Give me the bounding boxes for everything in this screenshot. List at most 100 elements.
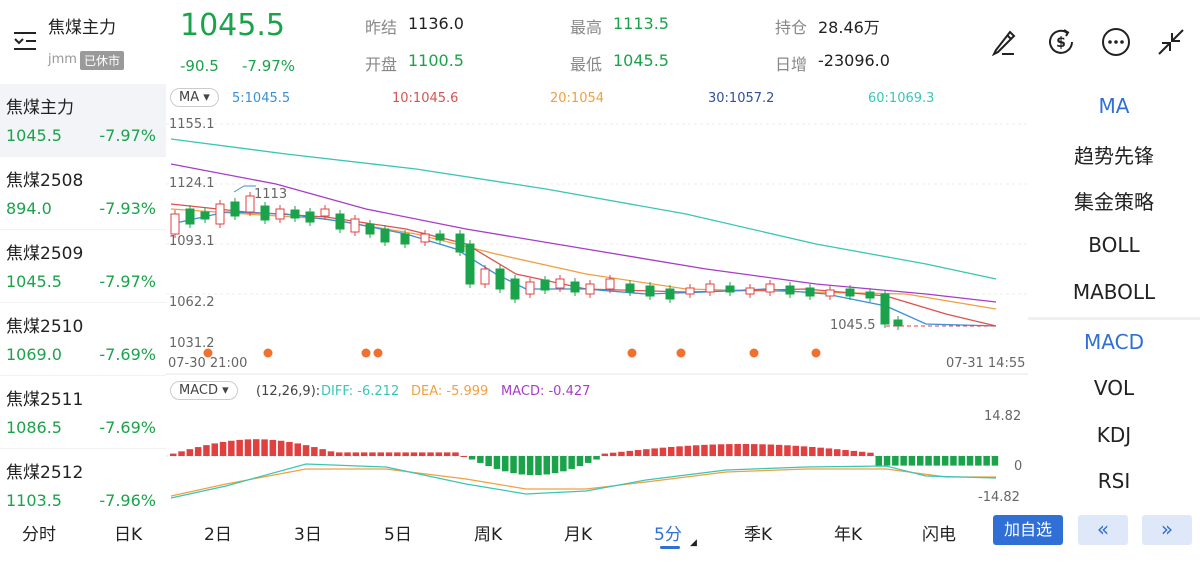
indicator-maboll[interactable]: MABOLL [1072, 280, 1156, 304]
collapse-icon[interactable] [1155, 26, 1187, 58]
period-tab[interactable]: 季K [744, 525, 773, 545]
ma5-value: 5:1045.5 [232, 91, 291, 106]
macd-selector[interactable]: MACD ▾ [170, 381, 238, 400]
candle-body [880, 293, 890, 325]
prev-settle-label: 昨结 [365, 18, 398, 37]
macd-bar [609, 452, 617, 456]
contract-name: 焦煤2511 [6, 390, 84, 410]
contract-pct: -7.97% [99, 126, 156, 145]
macd-bar [692, 445, 700, 456]
contract-title[interactable]: 焦煤主力 [48, 18, 116, 38]
macd-bar [203, 445, 210, 456]
ma10-value: 10:1045.6 [392, 91, 459, 106]
indicator-vol[interactable]: VOL [1093, 376, 1135, 400]
oi-change-value: -23096.0 [818, 51, 890, 70]
indicator-kdj[interactable]: KDJ [1096, 423, 1132, 447]
candle-body [585, 283, 595, 295]
macd-bar [452, 452, 459, 456]
kline-chart-area[interactable]: MA ▾ 5:1045.5 10:1045.6 20:1054 30:1057.… [166, 84, 1028, 514]
event-dot [676, 348, 686, 358]
macd-bar [892, 456, 899, 466]
indicator-trend[interactable]: 趋势先锋 [1074, 144, 1154, 168]
prev-button[interactable]: « [1078, 515, 1128, 545]
contract-item[interactable]: 焦煤2510 1069.0 -7.69% [0, 303, 166, 376]
period-tab[interactable]: 3日 [294, 525, 322, 545]
more-icon[interactable] [1100, 26, 1132, 58]
contract-item[interactable]: 焦煤2509 1045.5 -7.97% [0, 230, 166, 303]
high-marker-line [233, 185, 256, 193]
macd-bar [219, 441, 227, 456]
ma20-value: 20:1054 [550, 91, 605, 106]
event-dot [811, 348, 821, 358]
contract-item[interactable]: 焦煤2511 1086.5 -7.69% [0, 376, 166, 449]
indicator-fund[interactable]: 集金策略 [1074, 190, 1154, 214]
macd-bar [634, 450, 642, 456]
contract-price: 1045.5 [6, 126, 62, 145]
low-label: 最低 [570, 55, 603, 74]
contract-item[interactable]: 焦煤主力 1045.5 -7.97% [0, 84, 166, 157]
macd-bar [576, 456, 584, 467]
macd-bar [261, 439, 268, 456]
macd-bar [717, 444, 725, 456]
add-favorite-button[interactable]: 加自选 [993, 515, 1063, 545]
macd-bar [344, 452, 351, 456]
indicator-boll[interactable]: BOLL [1088, 233, 1140, 257]
macd-bar [236, 439, 243, 456]
last-price: 1045.5 [180, 8, 285, 43]
macd-bar [560, 456, 567, 472]
macd-bar [526, 456, 534, 476]
period-tab[interactable]: 闪电 [922, 525, 956, 545]
period-tab[interactable]: 日K [114, 525, 143, 545]
macd-diff: DIFF: -6.212 [321, 384, 400, 399]
open-interest-label: 持仓 [775, 18, 808, 37]
contract-item[interactable]: 焦煤2512 1103.5 -7.96% [0, 449, 166, 522]
period-tab[interactable]: 年K [834, 525, 863, 545]
macd-selector-label: MACD [179, 383, 218, 398]
last-marker-label: 1045.5 [830, 318, 876, 333]
candle-body [510, 278, 520, 300]
macd-bar [817, 447, 824, 456]
macd-bar [643, 449, 650, 456]
macd-bar [468, 456, 476, 460]
candle-body [825, 289, 835, 297]
macd-bar [502, 456, 509, 472]
menu-toggle-icon[interactable] [12, 30, 38, 52]
macd-bar [311, 447, 318, 456]
period-tab-selected[interactable]: 5分 [654, 525, 682, 545]
indicator-ma[interactable]: MA [1098, 94, 1130, 118]
indicator-macd[interactable]: MACD [1084, 330, 1144, 354]
period-tab[interactable]: 月K [564, 525, 593, 545]
price-tick: 1093.1 [169, 234, 215, 249]
period-tab[interactable]: 2日 [204, 525, 232, 545]
macd-bar [485, 456, 492, 467]
macd-bar [178, 451, 185, 456]
period-tab[interactable]: 5日 [384, 525, 412, 545]
macd-bar [668, 446, 675, 456]
macd-bar [767, 444, 775, 456]
macd-bar [966, 456, 974, 466]
pen-icon[interactable] [988, 26, 1020, 58]
macd-bar [900, 456, 907, 466]
macd-bar [394, 452, 401, 456]
macd-bar [825, 448, 833, 456]
next-button[interactable]: » [1142, 515, 1192, 545]
macd-bar [908, 456, 916, 466]
contract-price: 1069.0 [6, 345, 62, 364]
period-tab[interactable]: 分时 [22, 525, 56, 545]
event-dot [373, 348, 383, 358]
dollar-cycle-icon[interactable]: $ [1045, 26, 1077, 58]
ma-selector[interactable]: MA ▾ [170, 88, 219, 107]
period-tab[interactable]: 周K [474, 525, 503, 545]
candle-body [605, 278, 615, 290]
macd-bar [419, 452, 426, 456]
indicator-rsi[interactable]: RSI [1097, 469, 1131, 493]
macd-tick-bottom: -14.82 [978, 490, 1020, 505]
candle-body [245, 195, 255, 213]
candle-body [665, 288, 675, 300]
ma60-value: 60:1069.3 [868, 91, 935, 106]
open-interest-value: 28.46万 [818, 18, 880, 37]
candle-body [335, 213, 345, 230]
macd-bar [867, 452, 874, 456]
price-tick: 1062.2 [169, 295, 215, 310]
contract-item[interactable]: 焦煤2508 894.0 -7.93% [0, 157, 166, 230]
